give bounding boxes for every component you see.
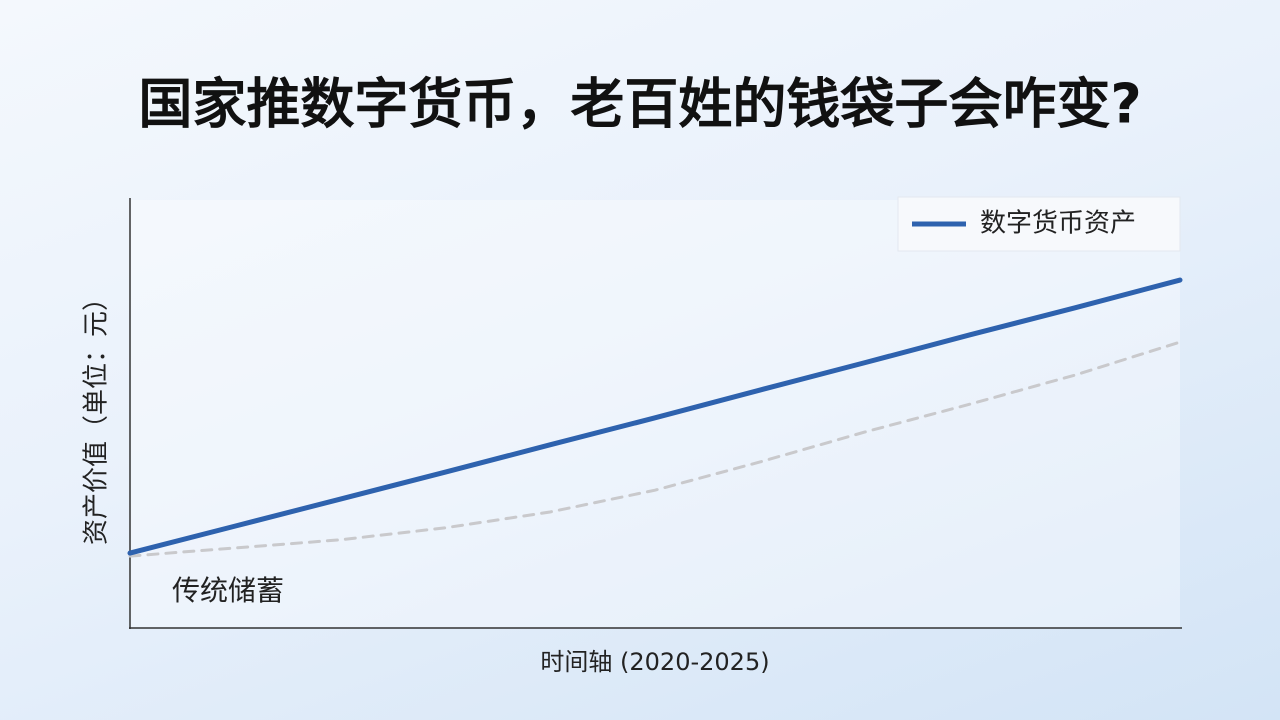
chart-title: 国家推数字货币，老百姓的钱袋子会咋变?: [138, 73, 1141, 136]
plot-area: [130, 200, 1180, 628]
series-line: [128, 340, 1182, 558]
series-annotation: 传统储蓄: [172, 574, 284, 607]
legend: 数字货币资产: [897, 196, 1181, 252]
legend-label: 数字货币资产: [980, 209, 1136, 239]
x-axis-label: 时间轴 (2020-2025): [540, 648, 769, 676]
series-line: [127, 277, 1183, 556]
y-axis-label: 资产价值（单位：元）: [82, 285, 112, 545]
